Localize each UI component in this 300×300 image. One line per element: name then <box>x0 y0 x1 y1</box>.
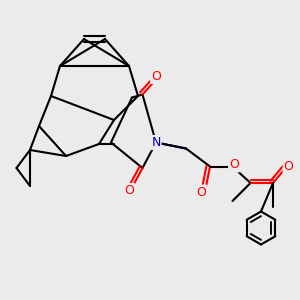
Text: O: O <box>124 184 134 197</box>
Text: N: N <box>151 136 161 149</box>
Text: O: O <box>151 70 161 83</box>
Text: O: O <box>229 158 239 172</box>
Text: O: O <box>284 160 293 173</box>
Text: O: O <box>196 185 206 199</box>
